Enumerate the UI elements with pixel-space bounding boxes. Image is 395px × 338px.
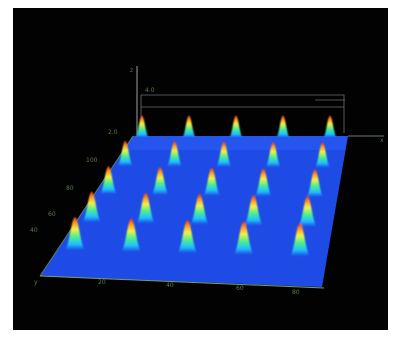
peak	[265, 142, 281, 168]
peak-group	[65, 115, 337, 256]
peak	[190, 193, 209, 225]
y-tick: 80	[66, 185, 74, 192]
x-tick: 20	[98, 279, 106, 286]
peak	[151, 167, 169, 195]
peak	[82, 191, 101, 222]
peak	[167, 141, 183, 167]
back-frame	[140, 94, 345, 133]
peak	[65, 217, 85, 250]
peak	[314, 142, 331, 168]
x-tick: 80	[292, 289, 300, 296]
peak	[323, 115, 337, 138]
peak	[216, 141, 232, 167]
z-axis-letter: z	[130, 67, 133, 74]
peak	[229, 115, 243, 138]
z-tick-top: 4.0	[145, 87, 155, 94]
x-axis	[39, 275, 325, 289]
y-tick: 40	[30, 227, 38, 234]
peak	[177, 220, 198, 253]
y-axis	[39, 135, 134, 277]
base-plane-shade	[124, 136, 348, 150]
peak	[117, 140, 133, 166]
peak	[135, 115, 149, 138]
x-axis-letter: x	[380, 137, 384, 144]
y-tick: 100	[86, 157, 98, 164]
peak	[121, 218, 142, 252]
base-plane	[40, 136, 348, 287]
y-axis-letter: y	[34, 279, 38, 286]
peak	[306, 169, 324, 197]
peak	[182, 115, 196, 138]
x-tick: 40	[166, 282, 174, 289]
x-tick: 60	[236, 285, 244, 292]
z-tick-mid: 2.0	[108, 129, 118, 136]
peak	[244, 195, 263, 226]
y-tick: 60	[48, 211, 56, 218]
peak	[100, 166, 117, 194]
peak	[298, 196, 317, 227]
peak	[203, 167, 221, 196]
peak	[276, 115, 290, 138]
peak	[255, 168, 272, 197]
peak	[290, 223, 310, 256]
peak	[136, 192, 155, 224]
peak	[233, 221, 254, 255]
